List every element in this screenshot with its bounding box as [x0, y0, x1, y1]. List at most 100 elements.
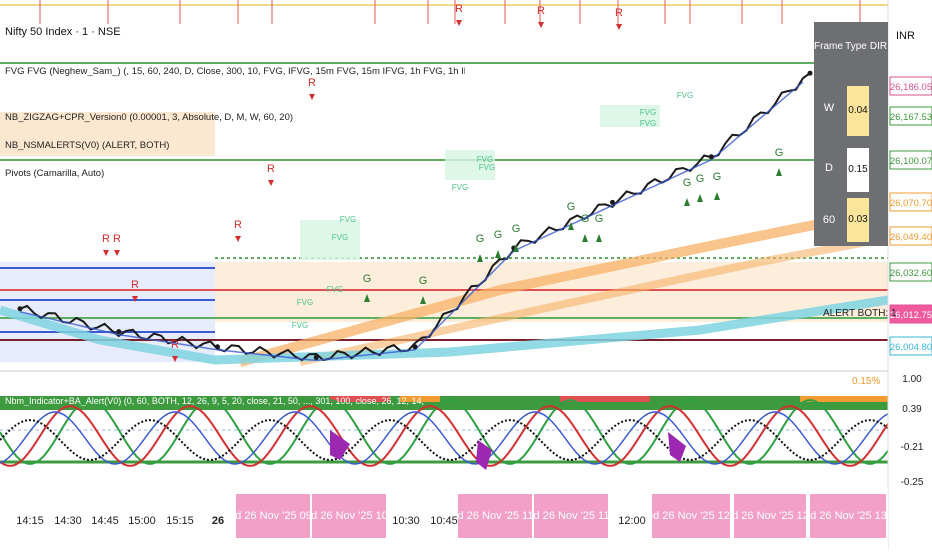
tf-row-frame: D — [825, 162, 833, 174]
sell-marker: R — [234, 219, 242, 231]
price-axis-tag — [889, 336, 932, 356]
buy-marker: G — [683, 177, 692, 189]
time-pill: Wed 26 Nov '25 12:24 — [734, 494, 806, 538]
time-axis-label: 12:00 — [618, 515, 646, 527]
buy-marker: G — [363, 273, 372, 285]
price-points — [17, 70, 813, 360]
buy-marker: G — [512, 223, 521, 235]
buy-marker: G — [595, 213, 604, 225]
buy-arrow — [420, 296, 426, 304]
orange-ma-band-2 — [299, 234, 889, 366]
osc-axis-label: 1.00 — [902, 374, 922, 385]
time-pill: Wed 26 Nov '25 13:24 — [810, 494, 886, 538]
osc-purple-flag — [330, 430, 350, 460]
time-pill: Wed 26 Nov '25 10:08 — [312, 494, 386, 538]
sell-marker: R — [171, 339, 179, 351]
price-axis-label: 26,100.07 — [890, 156, 932, 167]
fvg-label: FVG — [677, 91, 693, 100]
currency-label: INR — [896, 30, 915, 42]
tf-head-dir: DIR — [869, 38, 888, 56]
osc-axis-label: -0.21 — [901, 442, 924, 453]
price-axis-tag — [889, 304, 932, 324]
tf-row-type: 0.04 — [847, 86, 869, 136]
buy-arrow — [684, 198, 690, 206]
fvg-zone — [600, 105, 660, 127]
sell-marker: R — [615, 7, 623, 19]
sell-arrow — [172, 356, 178, 362]
buy-arrow — [568, 222, 574, 230]
osc-signal-strip-red-2 — [560, 396, 650, 402]
tf-row-type: 0.03 — [847, 198, 869, 242]
tf-head-frame: Frame — [814, 38, 843, 56]
time-pill: Wed 26 Nov '25 09:30 — [236, 494, 310, 538]
buy-marker: G — [581, 213, 590, 225]
price-point — [215, 344, 220, 350]
buy-arrow — [697, 194, 703, 202]
header-symbol: Nifty 50 Index · 1 · NSE — [5, 26, 121, 38]
price-point — [807, 70, 813, 76]
time-pill: Wed 26 Nov '25 11:07 — [458, 494, 532, 538]
indicator-legend-1: FVG FVG (Neghew_Sam_) (, 15, 60, 240, D,… — [5, 66, 465, 77]
buy-marker: G — [713, 171, 722, 183]
sell-marker: R — [455, 3, 463, 15]
fvg-label: FVG — [477, 155, 493, 164]
buy-arrow — [596, 234, 602, 242]
tf-table: Frame Type DIR W 0.04 D 0.15 60 0.03 — [814, 22, 888, 246]
indicator-legend-4: Pivots (Camarilla, Auto) — [5, 168, 105, 179]
price-axis-label: 26,186.05 — [890, 82, 932, 93]
buy-marker: G — [476, 233, 485, 245]
price-line — [19, 72, 811, 362]
buy-marker: G — [696, 173, 705, 185]
sell-marker: R — [131, 279, 139, 291]
price-point — [412, 344, 418, 350]
osc-signal-strip-orange-2 — [800, 396, 888, 402]
sell-arrow — [538, 22, 544, 28]
osc-axis-label: 0.39 — [902, 404, 922, 415]
osc-blue-wave — [0, 411, 889, 465]
fvg-label: FVG — [292, 321, 308, 330]
buy-arrow — [477, 254, 483, 262]
time-axis-label: 15:00 — [128, 515, 156, 527]
buy-marker: G — [775, 147, 784, 159]
buy-marker: G — [567, 201, 576, 213]
fvg-zone — [445, 150, 495, 180]
price-axis-tag — [889, 262, 932, 282]
fvg-zone — [300, 220, 360, 260]
orange-ma-band — [238, 205, 889, 367]
time-axis-label: 14:15 — [16, 515, 44, 527]
sell-marker: R — [102, 233, 110, 245]
osc-purple-flag — [476, 440, 492, 470]
sell-arrow — [103, 250, 109, 256]
cpr-zone-orange — [0, 112, 215, 156]
osc-extra-label: 0.15% — [852, 376, 881, 387]
sell-arrow — [456, 20, 462, 26]
alert-text: ALERT BOTH: 1 — [823, 308, 897, 319]
fvg-label: FVG — [340, 215, 356, 224]
osc-green-wave — [0, 399, 889, 465]
osc-purple-flag — [668, 432, 686, 462]
osc-red-wave — [0, 405, 889, 467]
osc-black-dots — [0, 419, 889, 461]
price-axis: 26,186.05 26,167.53 26,100.07 26,070.70 26,0… — [889, 76, 932, 356]
price-axis-tag — [889, 192, 932, 212]
indicator-legend-3: NB_NSMALERTS(V0) (ALERT, BOTH) — [5, 140, 170, 151]
time-axis-label: 26 — [212, 515, 224, 527]
fvg-label: FVG — [640, 119, 656, 128]
buy-arrow — [513, 244, 519, 252]
price-axis-tag — [889, 150, 932, 170]
price-point — [313, 354, 319, 360]
fvg-label: FVG — [452, 183, 468, 192]
buy-arrow — [495, 250, 501, 258]
buy-arrow — [714, 192, 720, 200]
osc-axis: 1.00 0.39 -0.21 -0.25 — [901, 374, 924, 488]
time-pill: Wed 26 Nov '25 12:24 — [652, 494, 730, 538]
buy-marker: G — [494, 229, 503, 241]
indicator-legend-2: NB_ZIGZAG+CPR_Version0 (0.00001, 3, Abso… — [5, 112, 294, 123]
tf-row-type: 0.15 — [847, 148, 869, 192]
price-axis-label: 26,167.53 — [890, 112, 932, 123]
tf-row-frame: 60 — [822, 214, 836, 226]
sell-arrow — [309, 94, 315, 100]
